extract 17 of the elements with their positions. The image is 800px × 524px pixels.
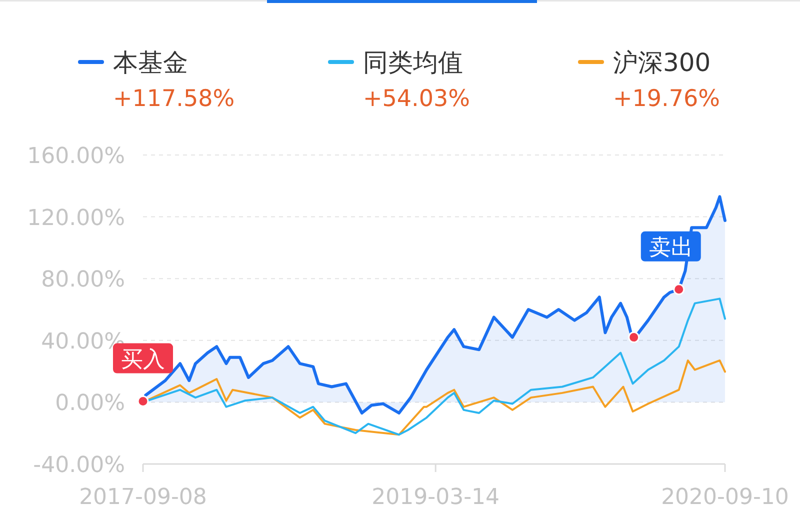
y-tick-label: 120.00% [27, 206, 125, 231]
point [673, 284, 685, 296]
text: +19.76% [613, 86, 720, 112]
y-tick-label: 0.00% [55, 391, 125, 416]
y-tick-label: -40.00% [33, 453, 125, 478]
text: +117.58% [113, 86, 235, 112]
legend-label: 本基金 [113, 48, 188, 77]
text: +54.03% [363, 86, 470, 112]
x-tick-label: 2017-09-08 [79, 485, 207, 510]
y-tick-label: 80.00% [41, 268, 125, 293]
point [628, 332, 640, 344]
x-tick-label: 2020-09-10 [661, 485, 789, 510]
annotation: 卖出 [648, 235, 693, 260]
legend-label: 同类均值 [363, 48, 463, 77]
x-tick-label: 2019-03-14 [372, 485, 500, 510]
y-tick-label: 160.00% [27, 144, 125, 169]
legend-label: 沪深300 [613, 48, 711, 77]
